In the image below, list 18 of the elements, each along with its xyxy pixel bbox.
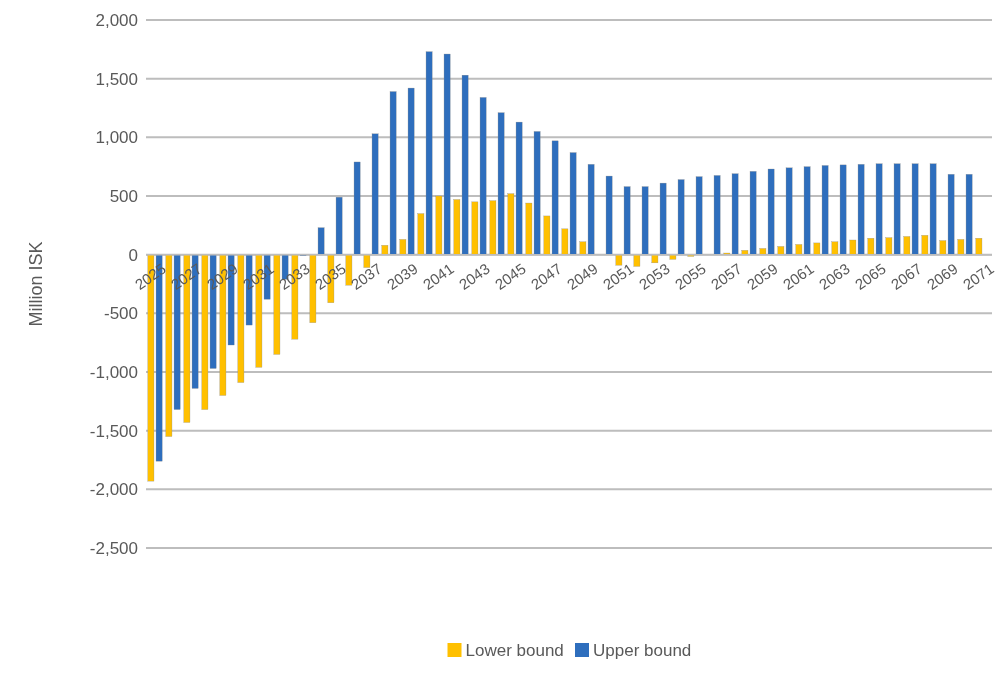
y-axis-title: Million ISK [26, 241, 46, 327]
y-tick-label: 1,500 [95, 69, 138, 89]
legend-label: Upper bound [593, 641, 692, 660]
y-tick-label: 1,000 [95, 128, 138, 148]
y-tick-label: -2,000 [89, 480, 138, 500]
x-tick-label: 2041 [419, 259, 457, 293]
y-tick-label: 500 [109, 186, 138, 206]
y-tick-label: -2,500 [89, 538, 138, 558]
y-tick-label: -500 [103, 304, 138, 324]
legend-label: Lower bound [465, 641, 564, 660]
y-tick-label: 2,000 [95, 10, 138, 30]
x-tick-label: 2031 [239, 259, 277, 293]
y-tick-label: -1,000 [89, 362, 138, 382]
y-tick-label: -1,500 [89, 421, 138, 441]
x-tick-label: 2071 [959, 259, 997, 293]
x-tick-label: 2051 [599, 259, 637, 293]
y-tick-label: 0 [128, 245, 138, 265]
x-tick-label: 2061 [779, 259, 817, 293]
